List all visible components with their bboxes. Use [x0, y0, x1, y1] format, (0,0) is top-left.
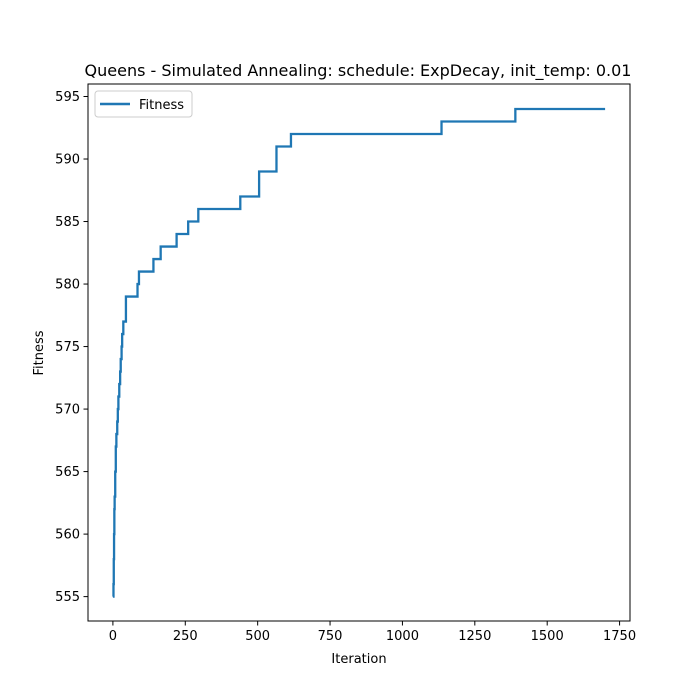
y-tick-label: 565	[55, 465, 80, 480]
y-tick-label: 570	[55, 403, 80, 418]
y-tick-label: 555	[55, 590, 80, 605]
x-tick-label: 500	[245, 629, 270, 644]
legend-label-fitness: Fitness	[139, 98, 184, 113]
x-tick-label: 250	[173, 629, 198, 644]
x-axis-label: Iteration	[331, 652, 386, 667]
x-tick-label: 1000	[386, 629, 419, 644]
plot-area	[112, 107, 606, 598]
chart-title: Queens - Simulated Annealing: schedule: …	[85, 61, 632, 81]
y-axis-label: Fitness	[32, 330, 47, 375]
y-tick-label: 590	[55, 153, 80, 168]
legend-box	[94, 90, 193, 118]
x-tick-label: 0	[109, 629, 117, 644]
y-tick-label: 580	[55, 278, 80, 293]
series-line-fitness	[112, 107, 606, 598]
plot-frame	[87, 83, 631, 622]
x-tick-label: 1500	[531, 629, 564, 644]
y-tick-label: 560	[55, 528, 80, 543]
y-tick-label: 585	[55, 215, 80, 230]
x-tick-label: 750	[318, 629, 343, 644]
y-tick-label: 575	[55, 340, 80, 355]
x-tick-label: 1750	[603, 629, 636, 644]
x-tick-label: 1250	[458, 629, 491, 644]
legend: Fitness	[94, 90, 193, 118]
y-tick-label: 595	[55, 90, 80, 105]
